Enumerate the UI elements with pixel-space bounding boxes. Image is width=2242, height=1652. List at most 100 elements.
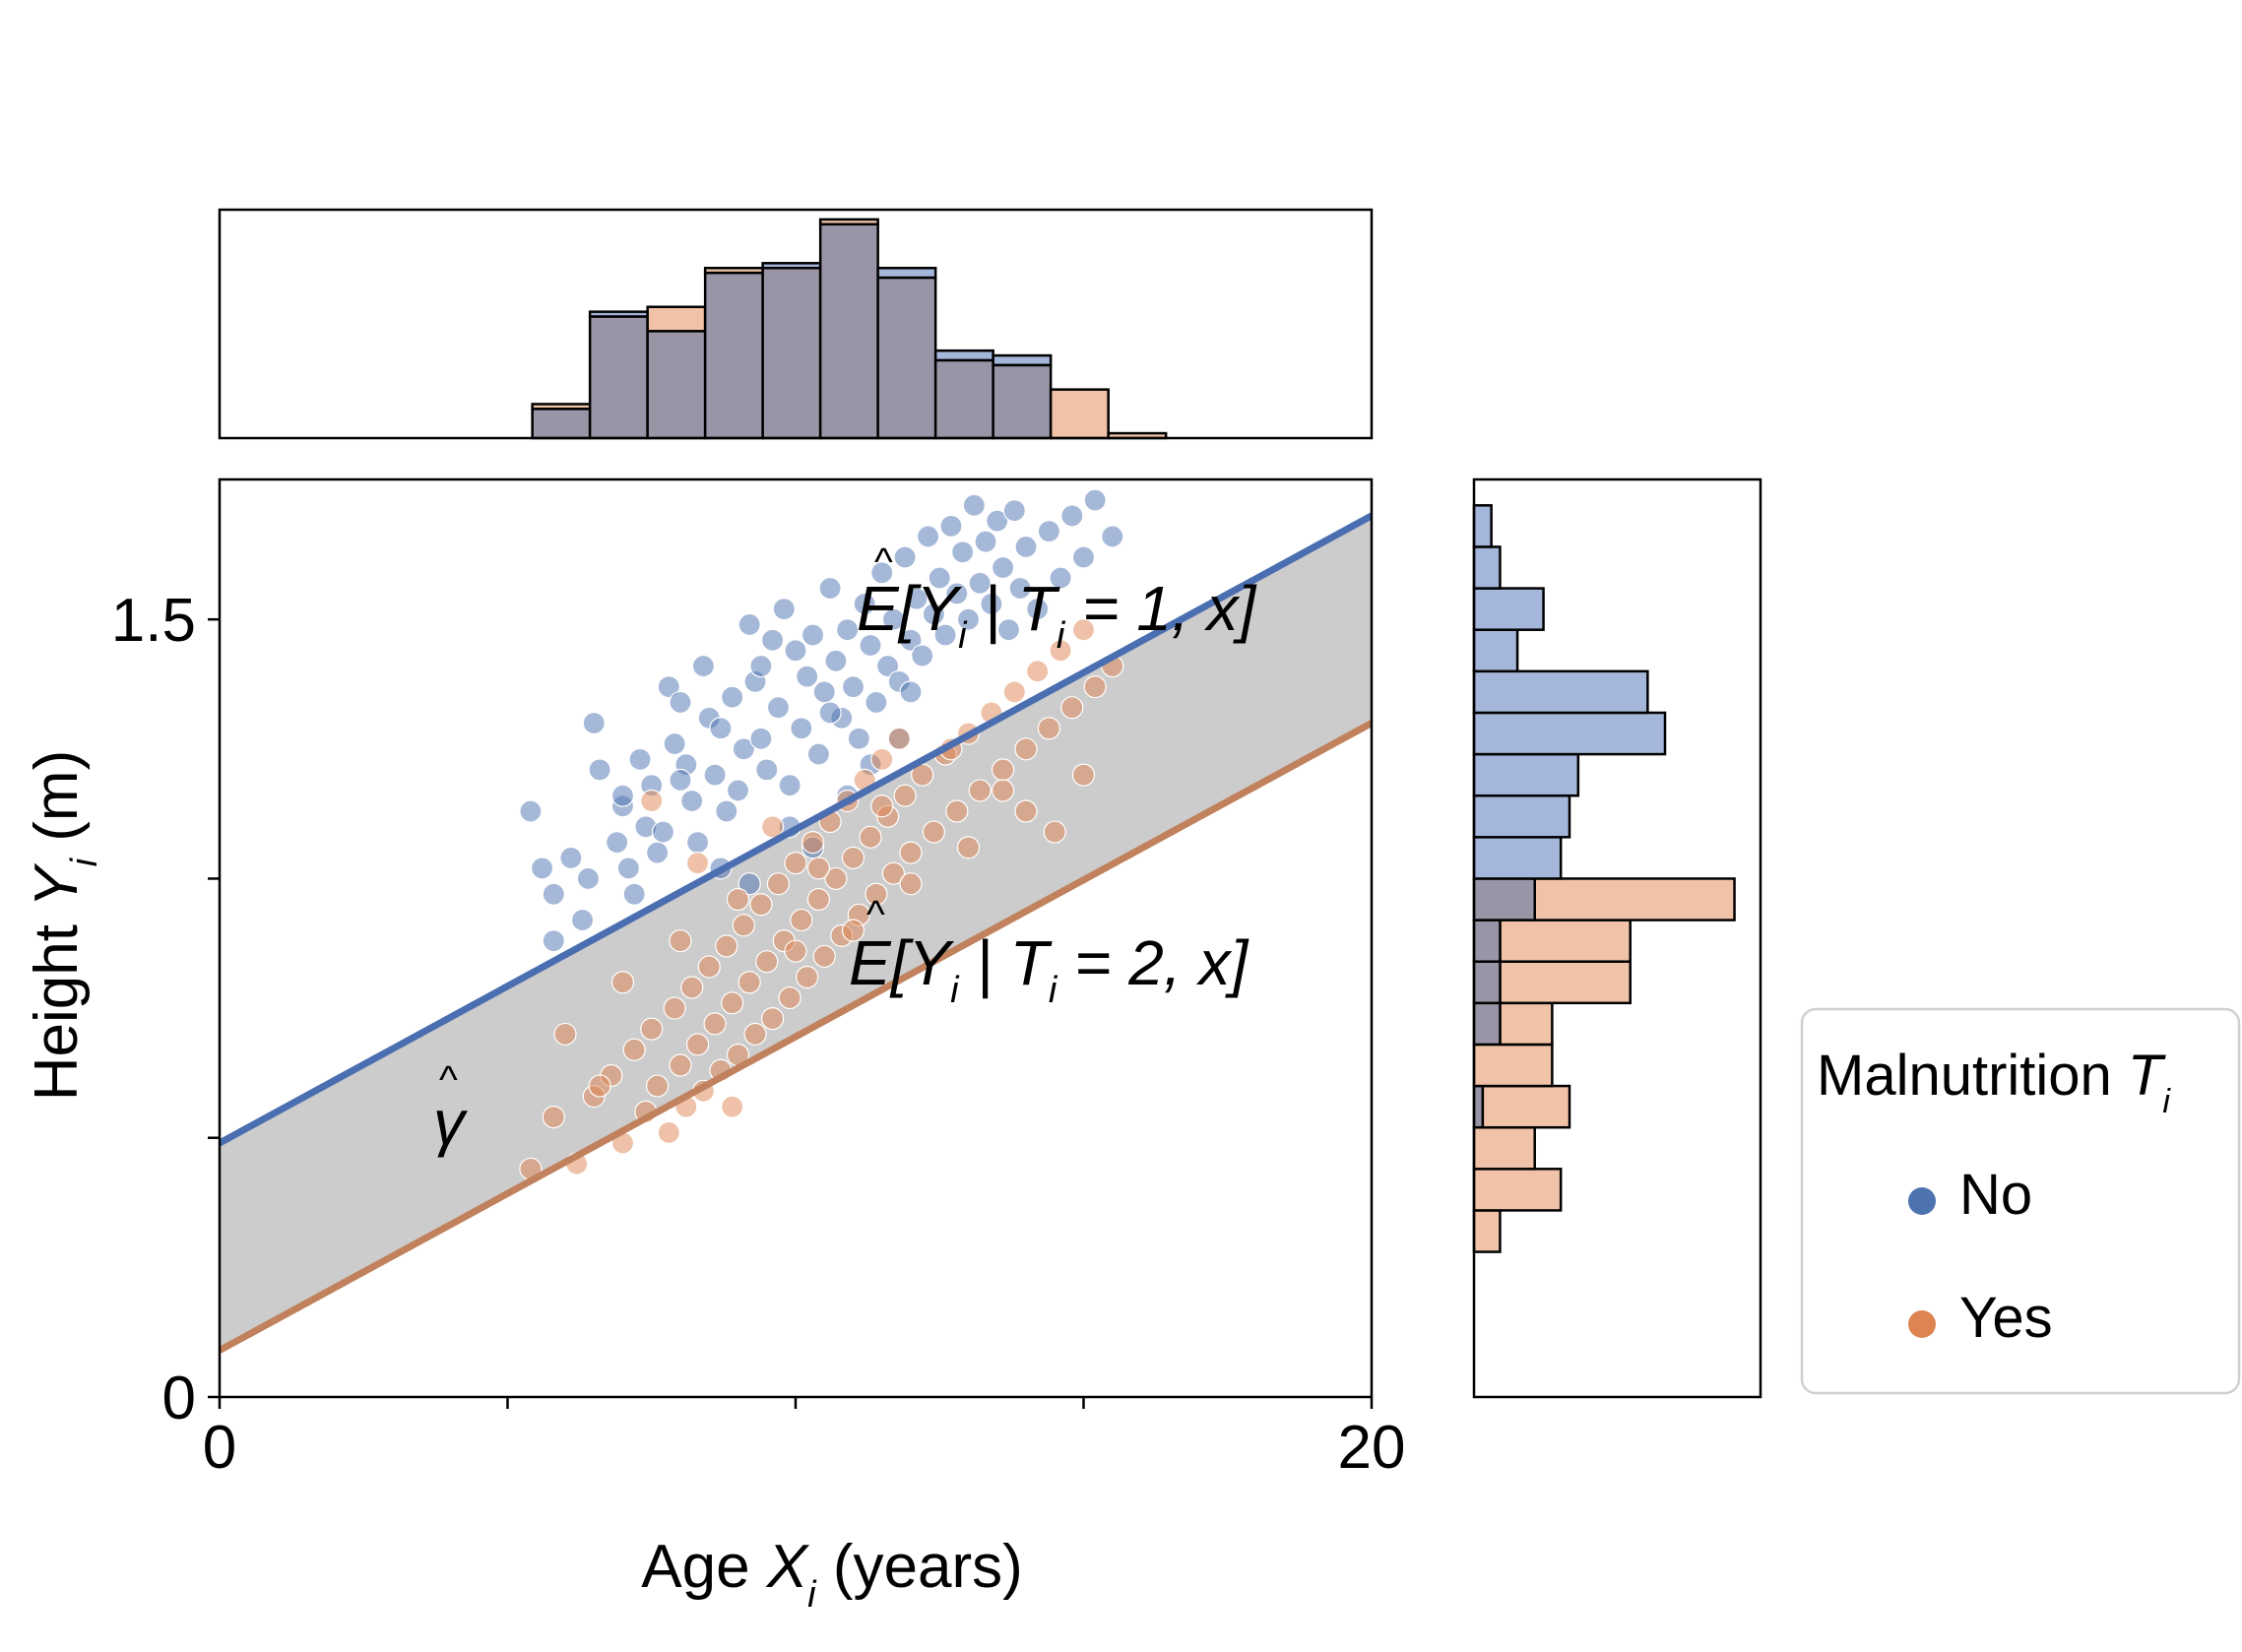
right-hist-bar-no <box>1472 545 1502 590</box>
scatter-point-no <box>818 701 842 725</box>
right-hist-bar-overlap <box>1472 877 1536 921</box>
scatter-point-yes <box>640 1017 664 1041</box>
top-hist-bar-yes <box>1049 388 1110 440</box>
right-hist-bar-yes <box>1499 960 1632 1005</box>
right-hist-bar-yes <box>1481 1084 1571 1129</box>
scatter-point-yes <box>1049 639 1072 663</box>
scatter-point-yes <box>680 976 704 999</box>
scatter-point-no <box>962 493 986 517</box>
top-hist-bar-overlap <box>818 222 879 440</box>
y-ticks: 01.5 <box>111 587 220 1432</box>
scatter-point-no <box>1060 504 1084 528</box>
scatter-point-no <box>715 799 738 823</box>
scatter-point-yes <box>991 779 1015 802</box>
scatter-point-no <box>818 576 842 601</box>
scatter-point-no <box>766 696 791 720</box>
scatter-point-no <box>1101 525 1124 548</box>
line-label-yes: ^ E[Yi | Ti = 2, x] <box>849 893 1249 1011</box>
scatter-point-no <box>610 784 635 807</box>
scatter-point-no <box>790 717 813 740</box>
scatter-point-yes <box>806 857 831 880</box>
scatter-point-yes <box>1014 737 1038 761</box>
right-hist-bar-no <box>1472 752 1580 797</box>
scatter-point-no <box>542 882 565 906</box>
scatter-point-yes <box>645 1074 670 1098</box>
top-hist-bar-yes <box>646 305 707 333</box>
scatter-point-no <box>841 675 865 699</box>
scatter-point-no <box>651 820 675 844</box>
right-hist-bar-no <box>1472 794 1571 839</box>
scatter-point-yes <box>703 1012 727 1036</box>
x-axis-label: Age Xi (years) <box>641 1533 1023 1616</box>
top-hist-bar-no <box>876 266 937 280</box>
svg-text:E[Yi | Ti = 2, x]: E[Yi | Ti = 2, x] <box>849 927 1249 1011</box>
scatter-point-no <box>853 592 876 615</box>
scatter-point-yes <box>922 820 946 844</box>
scatter-point-yes <box>1002 680 1026 704</box>
scatter-point-no <box>559 846 583 869</box>
regression-line-yes <box>220 720 1372 1354</box>
top-hist-bar-no <box>992 353 1053 367</box>
svg-text:γ: γ <box>433 1087 469 1158</box>
top-hist-bar-overlap <box>588 315 649 440</box>
scatter-point-no <box>622 882 646 906</box>
right-hist-bar-yes <box>1472 1125 1536 1171</box>
scatter-point-yes <box>881 861 906 885</box>
scatter-point-yes <box>865 882 888 906</box>
scatter-point-no <box>899 628 923 652</box>
scatter-point-no <box>749 727 773 750</box>
right-hist-bar-overlap <box>1472 1001 1502 1047</box>
scatter-point-no <box>806 742 831 766</box>
scatter-point-no <box>980 592 1003 615</box>
scatter-point-yes <box>945 799 969 823</box>
scatter-point-no <box>945 582 969 605</box>
scatter-point-yes <box>784 852 807 875</box>
scatter-point-yes <box>715 934 738 958</box>
scatter-point-no <box>685 830 710 855</box>
y-axis-label: Height Yi (m) <box>23 750 105 1101</box>
scatter-point-yes <box>899 872 923 896</box>
scatter-point-no <box>732 737 755 761</box>
right-hist-bar-no <box>1472 836 1563 880</box>
top-histogram-frame <box>218 208 1374 440</box>
scatter-point-no <box>530 857 554 880</box>
scatter-point-no <box>916 525 940 548</box>
scatter-point-yes <box>588 1074 611 1098</box>
scatter-point-no <box>928 566 951 590</box>
scatter-point-no <box>865 690 888 715</box>
scatter-point-yes <box>784 939 807 963</box>
scatter-point-no <box>991 555 1015 580</box>
scatter-point-yes <box>1043 820 1066 844</box>
legend-label-yes: Yes <box>1959 1286 2053 1350</box>
scatter-point-yes <box>1060 696 1084 720</box>
scatter-point-no <box>669 768 692 793</box>
scatter-point-yes <box>1083 675 1107 699</box>
scatter-point-yes <box>841 919 865 942</box>
gamma-hat-label: ^ γ <box>433 1058 469 1158</box>
regression-line-no <box>220 512 1372 1147</box>
scatter-point-yes <box>956 836 981 859</box>
scatter-point-yes <box>542 1106 565 1129</box>
scatter-point-no <box>974 530 997 553</box>
legend-marker-no <box>1908 1187 1936 1215</box>
scatter-point-no <box>570 908 595 932</box>
scatter-point-yes <box>640 789 664 813</box>
scatter-point-no <box>576 866 601 891</box>
scatter-point-yes <box>553 1022 577 1047</box>
scatter-point-no <box>657 675 680 699</box>
scatter-point-no <box>709 717 733 740</box>
top-hist-bar-overlap <box>933 358 994 440</box>
scatter-point-no <box>1049 566 1072 590</box>
top-hist-bar-overlap <box>992 363 1053 440</box>
scatter-point-no <box>726 779 750 802</box>
right-hist-bar-no <box>1472 711 1667 756</box>
scatter-point-yes <box>870 747 894 771</box>
x-tick-label: 20 <box>1338 1414 1406 1482</box>
scatter-point-no <box>1008 576 1032 601</box>
scatter-point-yes <box>1071 763 1096 787</box>
top-marginal-histogram <box>218 208 1374 440</box>
scatter-point-no <box>870 561 894 585</box>
lines-layer <box>220 512 1372 1354</box>
right-hist-bar-yes <box>1472 1209 1502 1253</box>
scatter-point-yes <box>1014 799 1038 823</box>
